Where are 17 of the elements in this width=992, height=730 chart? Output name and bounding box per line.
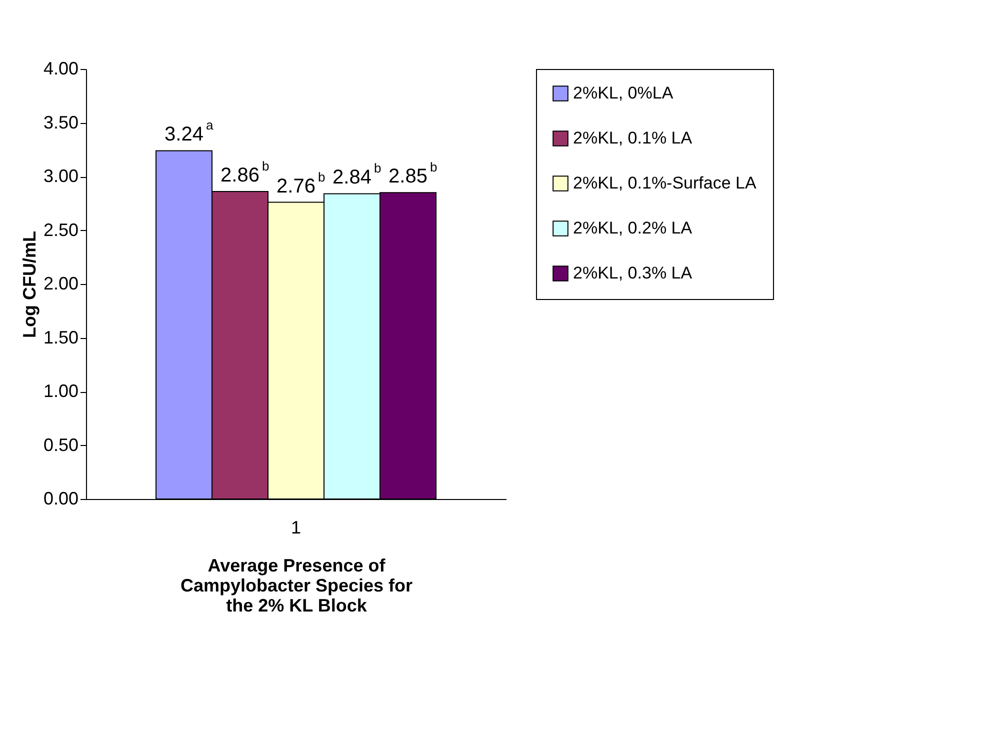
legend-label: 2%KL, 0.1% LA: [573, 128, 693, 148]
y-tick-label: 2.50: [43, 220, 78, 240]
y-tick-label: 3.00: [43, 166, 78, 186]
x-tick-label: 1: [290, 518, 302, 538]
y-tick-label: 1.50: [43, 327, 78, 348]
y-tick-label: 4.00: [43, 58, 78, 78]
legend-label: 2%KL, 0.1%-Surface LA: [573, 174, 757, 192]
x-axis-title: Average Presence of Campylobacter Species for the 2% KL Block: [180, 556, 413, 616]
legend-label: 2%KL, 0.3% LA: [573, 264, 693, 282]
y-tick-label: 3.50: [43, 112, 78, 132]
legend-label: 2%KL, 0.2% LA: [573, 218, 693, 238]
y-tick-label: 0.50: [43, 434, 78, 455]
y-tick-label: 0.00: [43, 488, 78, 508]
y-tick-label: 2.00: [43, 274, 78, 294]
y-axis-title: Log CFU/mL: [19, 231, 40, 338]
legend-label: 2%KL, 0%LA: [573, 84, 674, 102]
y-tick-label: 1.00: [43, 381, 78, 401]
